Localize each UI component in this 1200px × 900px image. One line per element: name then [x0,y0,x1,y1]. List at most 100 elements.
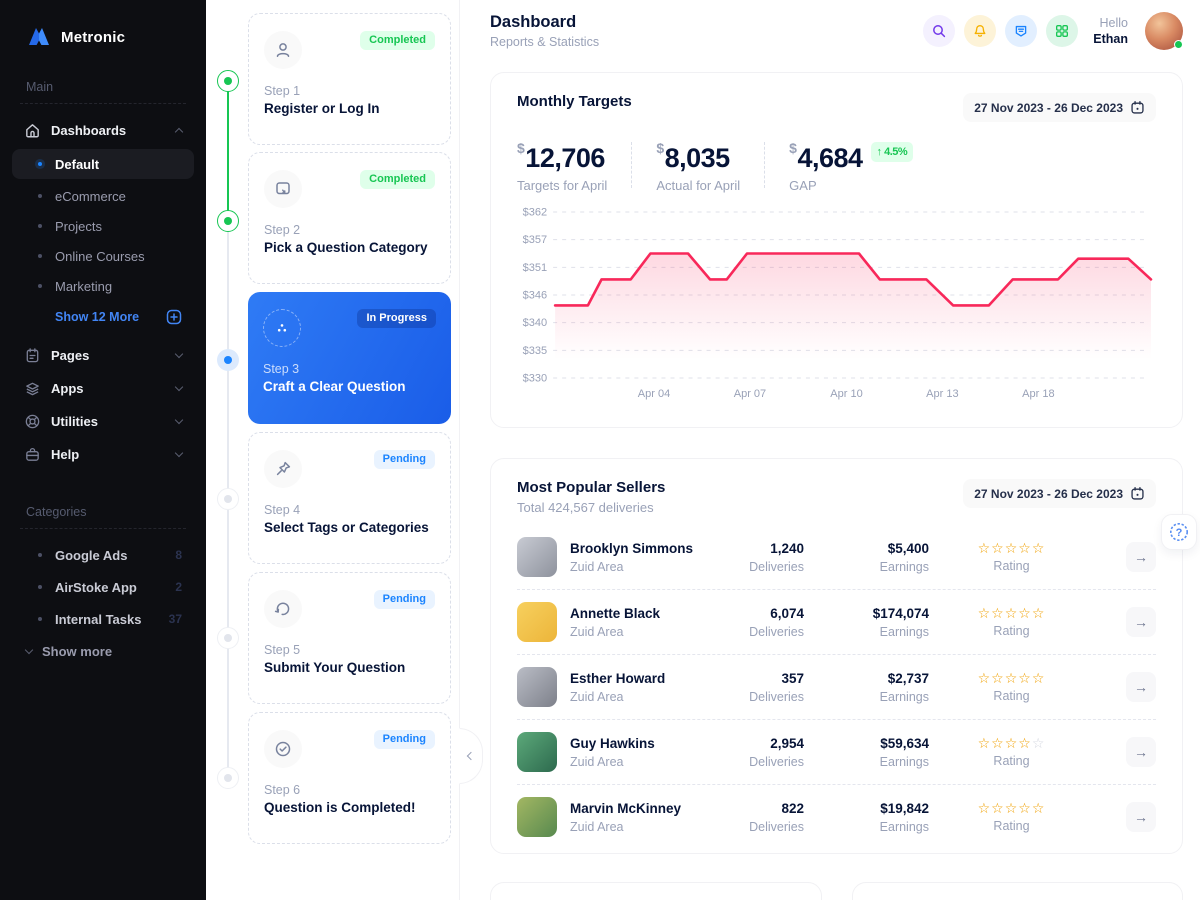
divider [20,528,186,529]
user-avatar[interactable] [1145,12,1183,50]
row-detail-button[interactable]: → [1126,672,1156,702]
apps-grid-button[interactable] [1046,15,1079,47]
help-floating-button[interactable]: ? [1161,514,1197,550]
sidebar-item-label: Dashboards [51,123,127,138]
bullet-icon [38,254,42,258]
targets-chart-area: $362 $357 $351 $346 $340 $335 $330 Apr 04 Apr 07… [517,201,1156,406]
step-title: Submit Your Question [264,660,406,675]
sidebar-show-more[interactable]: Show more [12,635,194,667]
kpi-value: 8,035 [664,143,731,173]
social-network-visits-card: Social Network Visits 8k social visitors… [851,882,1183,900]
step-number: Step 5 [264,643,301,657]
sidebar-item-label: Pages [51,348,90,363]
sidebar-item-apps[interactable]: Apps [12,372,194,405]
divider [764,142,766,188]
step-card-2[interactable]: Completed Step 2 Pick a Question Categor… [248,152,451,284]
bell-icon [974,25,986,37]
chevron-down-icon [174,448,184,458]
seller-avatar [517,602,557,642]
category-count: 2 [175,580,182,594]
show-12-more-link[interactable]: Show 12 More [12,301,194,333]
svg-text:$335: $335 [523,345,548,357]
username: Ethan [1093,32,1128,46]
sidebar-item-label: Apps [51,381,84,396]
card-title: Most Popular Sellers [517,479,666,496]
kpi-targets: $12,706 Targets for April [517,140,608,193]
chevron-down-icon [174,382,184,392]
table-row: Marvin McKinney Zuid Area 822 Deliveries $… [517,784,1156,849]
date-range-picker[interactable]: 27 Nov 2023 - 26 Dec 2023 [963,479,1156,508]
sidebar-item-pages[interactable]: Pages [12,339,194,372]
status-badge: Pending [373,730,435,749]
targets-line-chart: $362 $357 $351 $346 $340 $335 $330 Apr 04 Apr 07… [523,207,1153,400]
sidebar-item-projects[interactable]: Projects [12,211,194,241]
sidebar-item-ecommerce[interactable]: eCommerce [12,181,194,211]
divider [20,103,186,104]
messages-button[interactable] [1005,15,1038,47]
plus-square-icon [166,309,182,325]
pin-icon [264,450,302,488]
sidebar-item-google-ads[interactable]: Google Ads 8 [12,539,194,571]
date-range-picker[interactable]: 27 Nov 2023 - 26 Dec 2023 [963,93,1156,122]
sidebar-item-default[interactable]: Default [12,149,194,179]
notifications-button[interactable] [964,15,997,47]
sidebar-item-airstoke-app[interactable]: AirStoke App 2 [12,571,194,603]
bullet-icon [38,224,42,228]
row-detail-button[interactable]: → [1126,802,1156,832]
step-title: Craft a Clear Question [263,379,406,394]
sidebar-item-utilities[interactable]: Utilities [12,405,194,438]
sidebar-item-marketing[interactable]: Marketing [12,271,194,301]
submit-refresh-icon [264,590,302,628]
seller-avatar [517,732,557,772]
svg-text:$362: $362 [523,207,548,219]
bullet-icon [38,284,42,288]
rating-stars: ☆☆☆☆☆ [977,540,1046,556]
search-button[interactable] [923,15,956,47]
user-icon [264,31,302,69]
sidebar-item-help[interactable]: Help [12,438,194,471]
chevron-up-icon [174,127,184,137]
step-card-1[interactable]: Completed Step 1 Register or Log In [248,13,451,145]
chevron-left-icon [466,751,476,761]
step-card-6[interactable]: Pending Step 6 Question is Completed! [248,712,451,844]
step-card-5[interactable]: Pending Step 5 Submit Your Question [248,572,451,704]
step-card-4[interactable]: Pending Step 4 Select Tags or Categories [248,432,451,564]
svg-text:Apr 10: Apr 10 [830,388,862,400]
page-title: Dashboard [490,13,577,31]
sidebar-item-internal-tasks[interactable]: Internal Tasks 37 [12,603,194,635]
sidebar-item-dashboards[interactable]: Dashboards [12,114,194,147]
arrow-right-icon: → [1134,744,1148,760]
utilities-icon [24,413,41,430]
grid-icon [1056,25,1069,37]
timeline-dot-completed [217,70,239,92]
growth-badge: ↑ 4.5% [870,142,914,162]
category-label: AirStoke App [55,579,137,595]
svg-text:$346: $346 [523,290,548,302]
svg-text:$351: $351 [523,262,548,274]
logo[interactable]: Metronic [0,0,206,50]
svg-text:Apr 07: Apr 07 [734,388,766,400]
greeting-text: Hello [1099,15,1129,30]
bullet-icon [38,585,42,589]
step-card-3[interactable]: In Progress Step 3 Craft a Clear Questio… [248,292,451,424]
metronic-logo-icon [26,24,52,50]
logo-text: Metronic [61,28,126,46]
category-count: 37 [168,612,182,626]
sidebar-item-online-courses[interactable]: Online Courses [12,241,194,271]
kpi-gap: $4,684 ↑ 4.5% GAP [789,140,914,193]
sidebar-item-label: Help [51,447,80,462]
svg-text:$357: $357 [523,234,548,246]
category-label: Google Ads [55,547,128,563]
date-range-label: 27 Nov 2023 - 26 Dec 2023 [974,486,1123,501]
step-number: Step 1 [264,84,301,98]
step-title: Select Tags or Categories [264,520,429,535]
svg-text:Apr 18: Apr 18 [1022,388,1054,400]
row-detail-button[interactable]: → [1126,542,1156,572]
row-detail-button[interactable]: → [1126,607,1156,637]
sidebar-item-label: Utilities [51,414,98,429]
kpi-value: 4,684 [797,143,863,173]
row-detail-button[interactable]: → [1126,737,1156,767]
help-icon: ? [1170,523,1188,541]
card-subtitle: Total 424,567 deliveries [517,500,654,515]
chevron-down-icon [24,645,34,654]
